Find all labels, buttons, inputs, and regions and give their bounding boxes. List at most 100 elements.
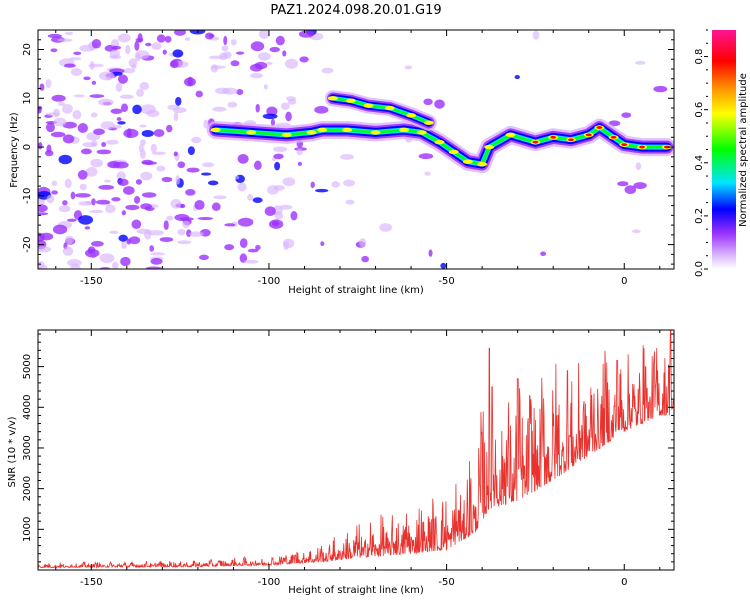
spectrogram-noise-blob [123, 186, 135, 195]
spectrogram-noise-blob [47, 33, 62, 39]
spectrogram-noise-blob [428, 249, 433, 257]
spectrogram-hotspot [210, 127, 221, 133]
spectrogram-noise-blob [91, 80, 97, 85]
spectrogram-noise-blob [112, 261, 119, 269]
colorbar: 0.0 0.2 0.4 0.6 0.8 Normalized spectral ampl… [694, 29, 749, 277]
spectrogram-noise-blob [608, 120, 621, 127]
spectrogram-noise-blob [235, 51, 245, 55]
spectrogram-noise-blob [255, 103, 260, 113]
spectrogram-noise-blob [38, 246, 52, 253]
spectrogram-noise-blob [62, 121, 77, 129]
spectrogram-noise-blob [275, 35, 285, 46]
spectrogram-noise-blob [50, 131, 66, 138]
spectrogram-noise-blob [424, 171, 431, 176]
spectrogram-noise-blob [254, 61, 268, 70]
spectrogram-frame [37, 29, 675, 270]
spectrogram-noise-blob [98, 184, 115, 190]
spectrogram-noise-blob [239, 238, 248, 249]
spectrogram-noise-blob [83, 76, 91, 81]
spectrogram-noise-blob [257, 52, 271, 61]
spectrogram-noise-blob [119, 94, 134, 99]
spectrogram-noise-blob [175, 175, 181, 185]
spectrogram-noise-blob [80, 148, 92, 155]
spectrogram-noise-blob [230, 60, 240, 67]
spectrogram-noise-blob [205, 32, 214, 40]
spectrogram-noise-blob [161, 176, 173, 183]
spectrogram-noise-blob [270, 118, 275, 127]
spectrogram-noise-blob [234, 175, 240, 180]
spectrogram-noise-blob [134, 40, 140, 51]
spectrogram-noise-blob [38, 212, 49, 216]
spectrogram-noise-blob [111, 197, 121, 202]
spectrogram-noise-blob [38, 232, 45, 242]
spectrogram-noise-blob [273, 146, 288, 153]
spectrogram-noise-blob [73, 94, 85, 98]
spectrogram-noise-blob [39, 83, 45, 91]
spectrogram-noise-blob [91, 38, 102, 49]
spectrogram-noise-blob [63, 63, 76, 68]
spectrogram-noise-blob [105, 139, 119, 145]
spectrogram-hotspot-core [567, 138, 574, 142]
spectrogram-noise-blob [139, 124, 147, 128]
spectrogram-noise-blob [146, 109, 160, 118]
spectrogram-noise-blob [135, 50, 150, 60]
spectrogram-noise-blob [109, 49, 120, 59]
spectrogram-noise-blob [139, 82, 150, 90]
spectrogram-noise-blob [65, 235, 74, 245]
spectrogram-noise-blob [203, 119, 209, 129]
spectrogram-y-axis: -20 -10 0 10 20 [22, 29, 674, 265]
spectrogram-noise-blob [57, 101, 66, 107]
spectrogram-noise-blob [197, 216, 214, 221]
spectrogram-noise-blob [96, 149, 112, 155]
snr-series-line [38, 330, 674, 569]
spectrogram-noise-blob [135, 179, 143, 185]
spectrogram-noise-blob [101, 141, 107, 147]
spectrogram-noise-blob [150, 252, 166, 256]
snr-x-axis-label: Height of straight line (km) [288, 585, 424, 596]
spectrogram-noise-blob [117, 121, 126, 125]
spectrogram-noise-blob [286, 96, 296, 102]
spectrogram-noise-blob [207, 180, 219, 186]
spectrogram-noise-blob [267, 185, 279, 195]
spectrogram-noise-blob [149, 245, 155, 252]
spectrogram-noise-blob [104, 179, 111, 183]
spectrogram-noise-blob [139, 149, 146, 160]
spectrogram-noise-blob [173, 151, 178, 157]
spectrogram-noise-blob [45, 122, 56, 133]
spectrogram-noise-blob [199, 254, 209, 260]
spectrogram-noise-blob [262, 113, 278, 120]
spectrogram-noise-blob [140, 139, 147, 146]
spectrogram-noise-blob [379, 223, 393, 232]
snr-y-tick-label: 4000 [22, 395, 33, 420]
spectrogram-noise-blob [73, 51, 82, 56]
spectrogram-noise-blob [57, 38, 73, 42]
spectrogram-noise-blob [151, 151, 166, 156]
spectrogram-noise-blob [194, 199, 205, 210]
spectrogram-noise-blob [265, 61, 273, 65]
spectrogram-noise-blob [66, 218, 77, 222]
spectrogram-x-tick-label: -100 [258, 276, 281, 287]
spectrogram-noise-blob [145, 42, 152, 47]
spectrogram-noise-blob [177, 161, 186, 169]
spectrogram-noise-blob [635, 162, 642, 170]
spectrogram-noise-blob [200, 172, 212, 176]
spectrogram-noise-blob [70, 263, 81, 269]
spectrogram-noise-blob [298, 30, 315, 38]
spectrogram-noise-blob [58, 154, 72, 165]
spectrogram-noise-blob [44, 150, 54, 157]
spectrogram-noise-blob [100, 121, 115, 130]
spectrogram-noise-blob [221, 45, 229, 52]
spectrogram-noise-blob [185, 189, 196, 196]
spectrogram-noise-blob [169, 60, 179, 68]
spectrogram-y-tick-label: 20 [22, 43, 33, 56]
spectrogram-hotspot [416, 130, 427, 135]
spectrogram-noise-blob [255, 244, 261, 251]
spectrogram-noise-blob [342, 179, 356, 187]
snr-x-tick-label: -100 [258, 577, 281, 588]
spectrogram-noise-blob [145, 266, 162, 269]
spectrogram-noise-blob [540, 251, 547, 257]
snr-x-tick-label: -150 [80, 577, 103, 588]
spectrogram-noise-blob [239, 253, 248, 263]
spectrogram-noise-blob [423, 98, 433, 106]
spectrogram-noise-blob [624, 185, 637, 195]
